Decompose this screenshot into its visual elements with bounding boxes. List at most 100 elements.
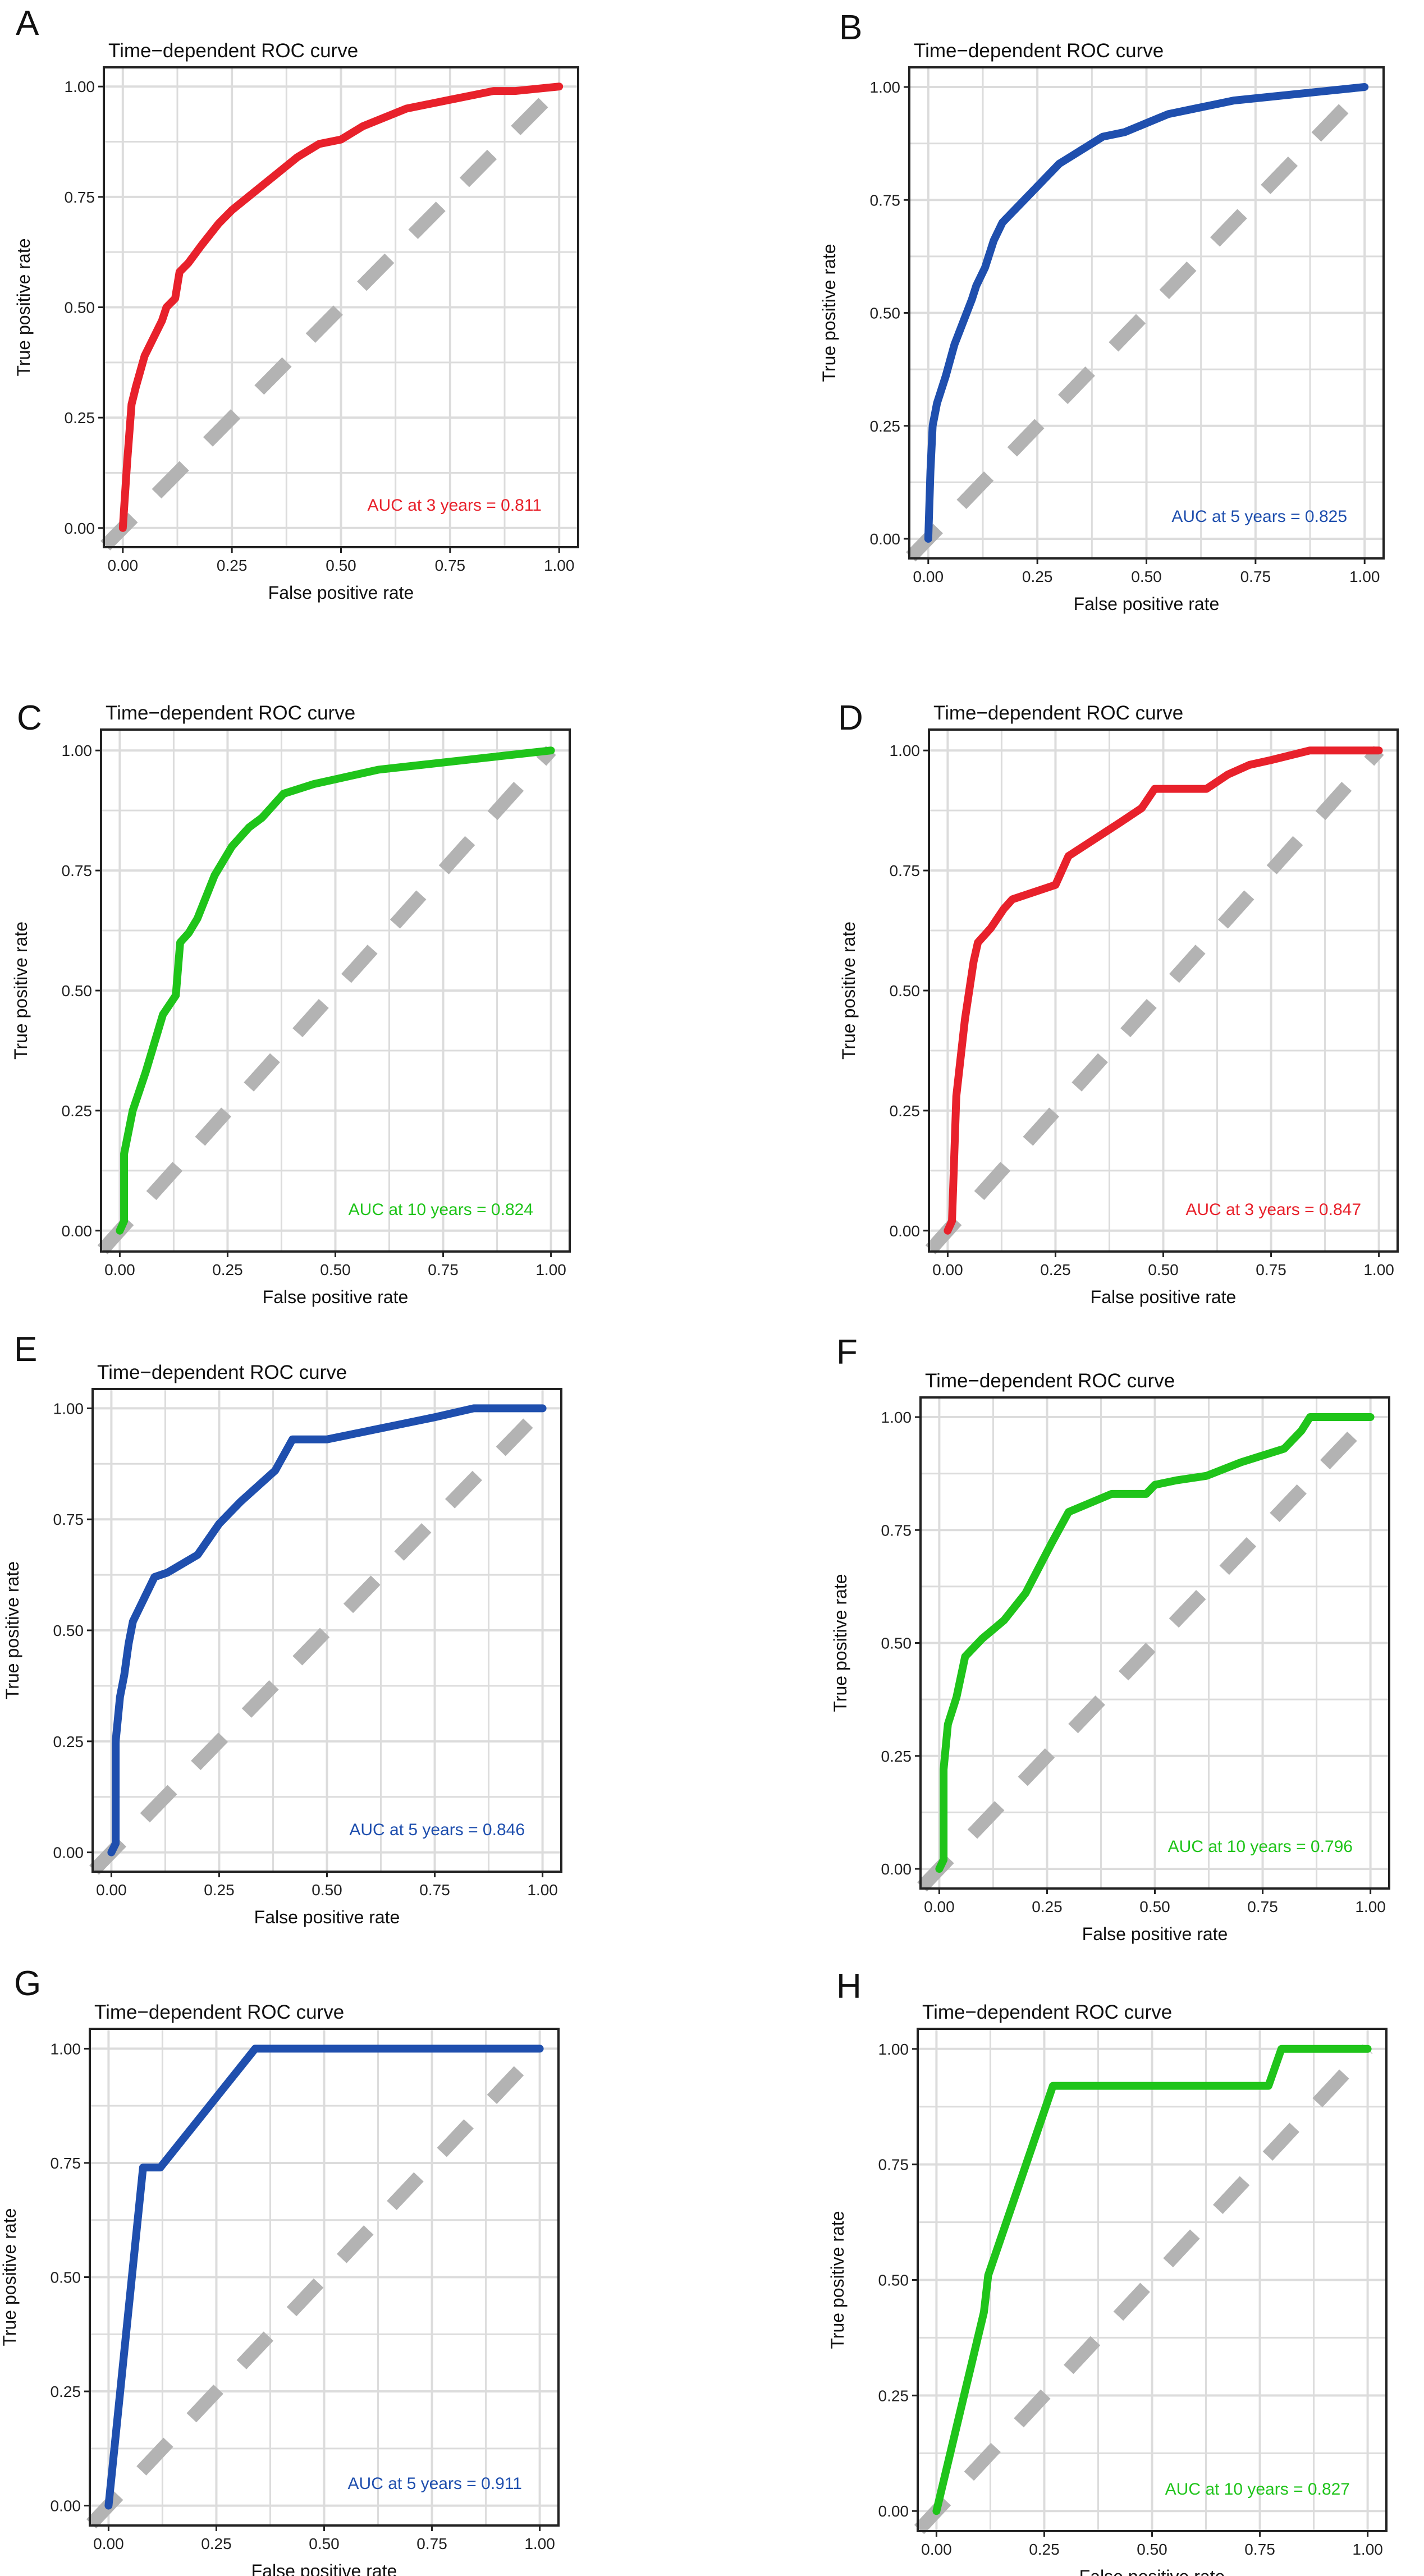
auc-annotation: AUC at 10 years = 0.796 [1168,1837,1353,1856]
y-tick-label: 0.00 [870,530,901,548]
panel-letter: C [17,699,42,737]
y-tick-label: 1.00 [890,742,921,759]
grid-lines [104,67,578,547]
y-tick-label: 0.50 [870,305,901,322]
panel-letter: H [836,1967,862,2006]
roc-curve-line [104,2045,544,2510]
auc-annotation: AUC at 5 years = 0.846 [349,1821,525,1839]
y-tick-label: 0.00 [881,1860,912,1878]
x-tick-label: 0.25 [1032,1898,1063,1915]
x-tick-label: 0.50 [1148,1261,1179,1278]
roc-panel-f: F Time−dependent ROC curve 0.00 0.00 0.25 0.2… [830,1333,1390,1944]
roc-panel-h: H Time−dependent ROC curve 0.00 0.00 0.25 0.2… [827,1967,1388,2576]
x-tick-label: 0.50 [1137,2541,1167,2558]
chart-title: Time−dependent ROC curve [106,702,355,724]
y-axis-label: True positive rate [2,1561,22,1699]
x-tick-label: 0.50 [326,557,356,574]
roc-panel-c: C Time−dependent ROC curve 0.00 0.00 0.25 0.2… [11,699,571,1307]
panel-letter: A [16,4,39,43]
grid-lines [929,730,1398,1252]
y-tick-label: 0.75 [878,2156,909,2174]
roc-panel-d: D Time−dependent ROC curve 0.00 0.00 0.25 0.2… [838,699,1399,1307]
x-tick-label: 0.25 [204,1881,235,1899]
y-tick-label: 0.25 [881,1748,912,1765]
y-tick-label: 1.00 [881,1409,912,1426]
x-tick-label: 1.00 [527,1881,558,1899]
y-tick-label: 0.25 [65,409,95,427]
grid-lines [921,1397,1389,1889]
y-tick-label: 0.25 [53,1733,84,1750]
y-tick-label: 0.00 [65,520,95,537]
y-tick-label: 0.75 [881,1521,912,1539]
x-tick-label: 0.50 [320,1261,351,1278]
y-tick-label: 0.75 [51,2155,81,2172]
panel-letter: B [839,8,862,47]
y-tick-label: 1.00 [870,79,901,96]
x-tick-label: 0.50 [1131,568,1162,585]
x-tick-label: 0.75 [1247,1898,1278,1915]
x-tick-label: 0.00 [913,568,944,585]
x-tick-label: 0.00 [93,2535,124,2552]
y-tick-label: 1.00 [53,1400,84,1417]
panel-letter: F [836,1333,858,1372]
y-tick-label: 1.00 [51,2040,81,2057]
panel-letter: D [838,699,863,737]
reference-diagonal [917,1412,1376,1892]
x-tick-label: 0.75 [1240,568,1271,585]
auc-annotation: AUC at 3 years = 0.811 [368,496,542,515]
x-axis-label: False positive rate [268,583,414,603]
x-axis-label: False positive rate [1082,1924,1228,1944]
chart-title: Time−dependent ROC curve [933,702,1183,724]
y-tick-label: 0.75 [62,862,93,879]
x-tick-label: 0.25 [217,557,248,574]
roc-panel-g: G Time−dependent ROC curve 0.00 0.00 0.25 0.2… [0,1964,560,2576]
y-tick-label: 1.00 [62,742,93,759]
y-tick-label: 0.00 [878,2502,909,2520]
auc-annotation: AUC at 5 years = 0.911 [348,2474,522,2493]
roc-curve-line [924,83,1369,543]
x-axis-label: False positive rate [254,1907,400,1927]
x-axis-label: False positive rate [1074,594,1220,614]
chart-title: Time−dependent ROC curve [108,40,358,62]
auc-annotation: AUC at 10 years = 0.827 [1165,2480,1350,2499]
auc-annotation: AUC at 5 years = 0.825 [1171,507,1347,526]
roc-curve-line [935,1413,1375,1873]
x-axis-label: False positive rate [251,2561,397,2576]
x-tick-label: 0.00 [932,1261,963,1278]
x-tick-label: 1.00 [544,557,575,574]
y-tick-label: 0.75 [890,862,921,879]
x-tick-label: 0.25 [1040,1261,1071,1278]
chart-title: Time−dependent ROC curve [94,2001,344,2023]
y-tick-label: 0.25 [870,418,901,435]
reference-diagonal [89,1404,548,1875]
y-tick-label: 0.00 [890,1222,921,1240]
y-tick-label: 0.50 [881,1635,912,1652]
x-tick-label: 0.00 [104,1261,135,1278]
x-tick-label: 0.25 [1022,568,1053,585]
x-tick-label: 0.75 [416,2535,447,2552]
y-tick-label: 0.00 [62,1222,93,1240]
y-tick-label: 0.50 [878,2272,909,2289]
x-tick-label: 0.00 [108,557,139,574]
x-tick-label: 1.00 [1349,568,1380,585]
y-axis-label: True positive rate [827,2211,848,2349]
y-axis-label: True positive rate [819,244,839,382]
chart-title: Time−dependent ROC curve [925,1370,1175,1392]
y-tick-label: 0.25 [890,1102,921,1120]
y-tick-label: 0.50 [51,2269,81,2286]
x-tick-label: 0.25 [201,2535,232,2552]
x-tick-label: 0.50 [309,2535,340,2552]
x-tick-label: 0.00 [924,1898,955,1915]
grid-lines [93,1389,561,1872]
auc-annotation: AUC at 3 years = 0.847 [1185,1200,1361,1219]
x-axis-label: False positive rate [1091,1287,1237,1307]
x-tick-label: 0.50 [1139,1898,1170,1915]
y-tick-label: 0.25 [878,2387,909,2404]
x-tick-label: 1.00 [535,1261,566,1278]
roc-curve-line [932,2045,1372,2515]
x-tick-label: 0.75 [1244,2541,1275,2558]
y-tick-label: 1.00 [878,2041,909,2058]
x-tick-label: 0.25 [1029,2541,1060,2558]
reference-diagonal [925,746,1384,1255]
y-tick-label: 0.75 [870,191,901,209]
